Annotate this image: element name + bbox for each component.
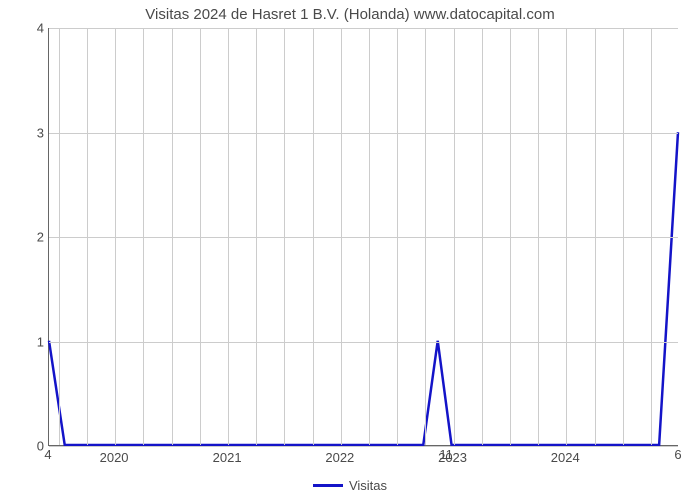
gridline-v xyxy=(115,28,116,445)
gridline-v xyxy=(284,28,285,445)
axis-extra-label: 6 xyxy=(674,447,681,462)
x-tick-label: 2022 xyxy=(325,450,354,465)
y-tick-label: 0 xyxy=(4,439,44,454)
x-tick-label: 2021 xyxy=(213,450,242,465)
gridline-v xyxy=(313,28,314,445)
gridline-v xyxy=(172,28,173,445)
gridline-v xyxy=(454,28,455,445)
axis-extra-label: 11 xyxy=(439,447,453,462)
gridline-v xyxy=(397,28,398,445)
y-tick-label: 4 xyxy=(4,21,44,36)
y-tick-label: 2 xyxy=(4,230,44,245)
legend-item: Visitas xyxy=(313,478,387,493)
gridline-v xyxy=(482,28,483,445)
gridline-v xyxy=(510,28,511,445)
legend: Visitas xyxy=(0,474,700,493)
gridline-v xyxy=(228,28,229,445)
y-tick-label: 3 xyxy=(4,125,44,140)
plot-area xyxy=(48,28,678,446)
gridline-h xyxy=(49,446,678,447)
gridline-v xyxy=(651,28,652,445)
gridline-v xyxy=(566,28,567,445)
gridline-v xyxy=(143,28,144,445)
x-tick-label: 2020 xyxy=(100,450,129,465)
gridline-v xyxy=(87,28,88,445)
gridline-v xyxy=(538,28,539,445)
gridline-v xyxy=(256,28,257,445)
gridline-v xyxy=(341,28,342,445)
gridline-v xyxy=(59,28,60,445)
chart-title: Visitas 2024 de Hasret 1 B.V. (Holanda) … xyxy=(0,6,700,23)
gridline-v xyxy=(425,28,426,445)
gridline-v xyxy=(623,28,624,445)
x-tick-label: 2024 xyxy=(551,450,580,465)
chart-container: Visitas 2024 de Hasret 1 B.V. (Holanda) … xyxy=(0,0,700,500)
axis-extra-label: 4 xyxy=(44,447,51,462)
y-tick-label: 1 xyxy=(4,334,44,349)
legend-swatch xyxy=(313,484,343,487)
gridline-v xyxy=(595,28,596,445)
gridline-v xyxy=(200,28,201,445)
gridline-v xyxy=(369,28,370,445)
legend-label: Visitas xyxy=(349,478,387,493)
